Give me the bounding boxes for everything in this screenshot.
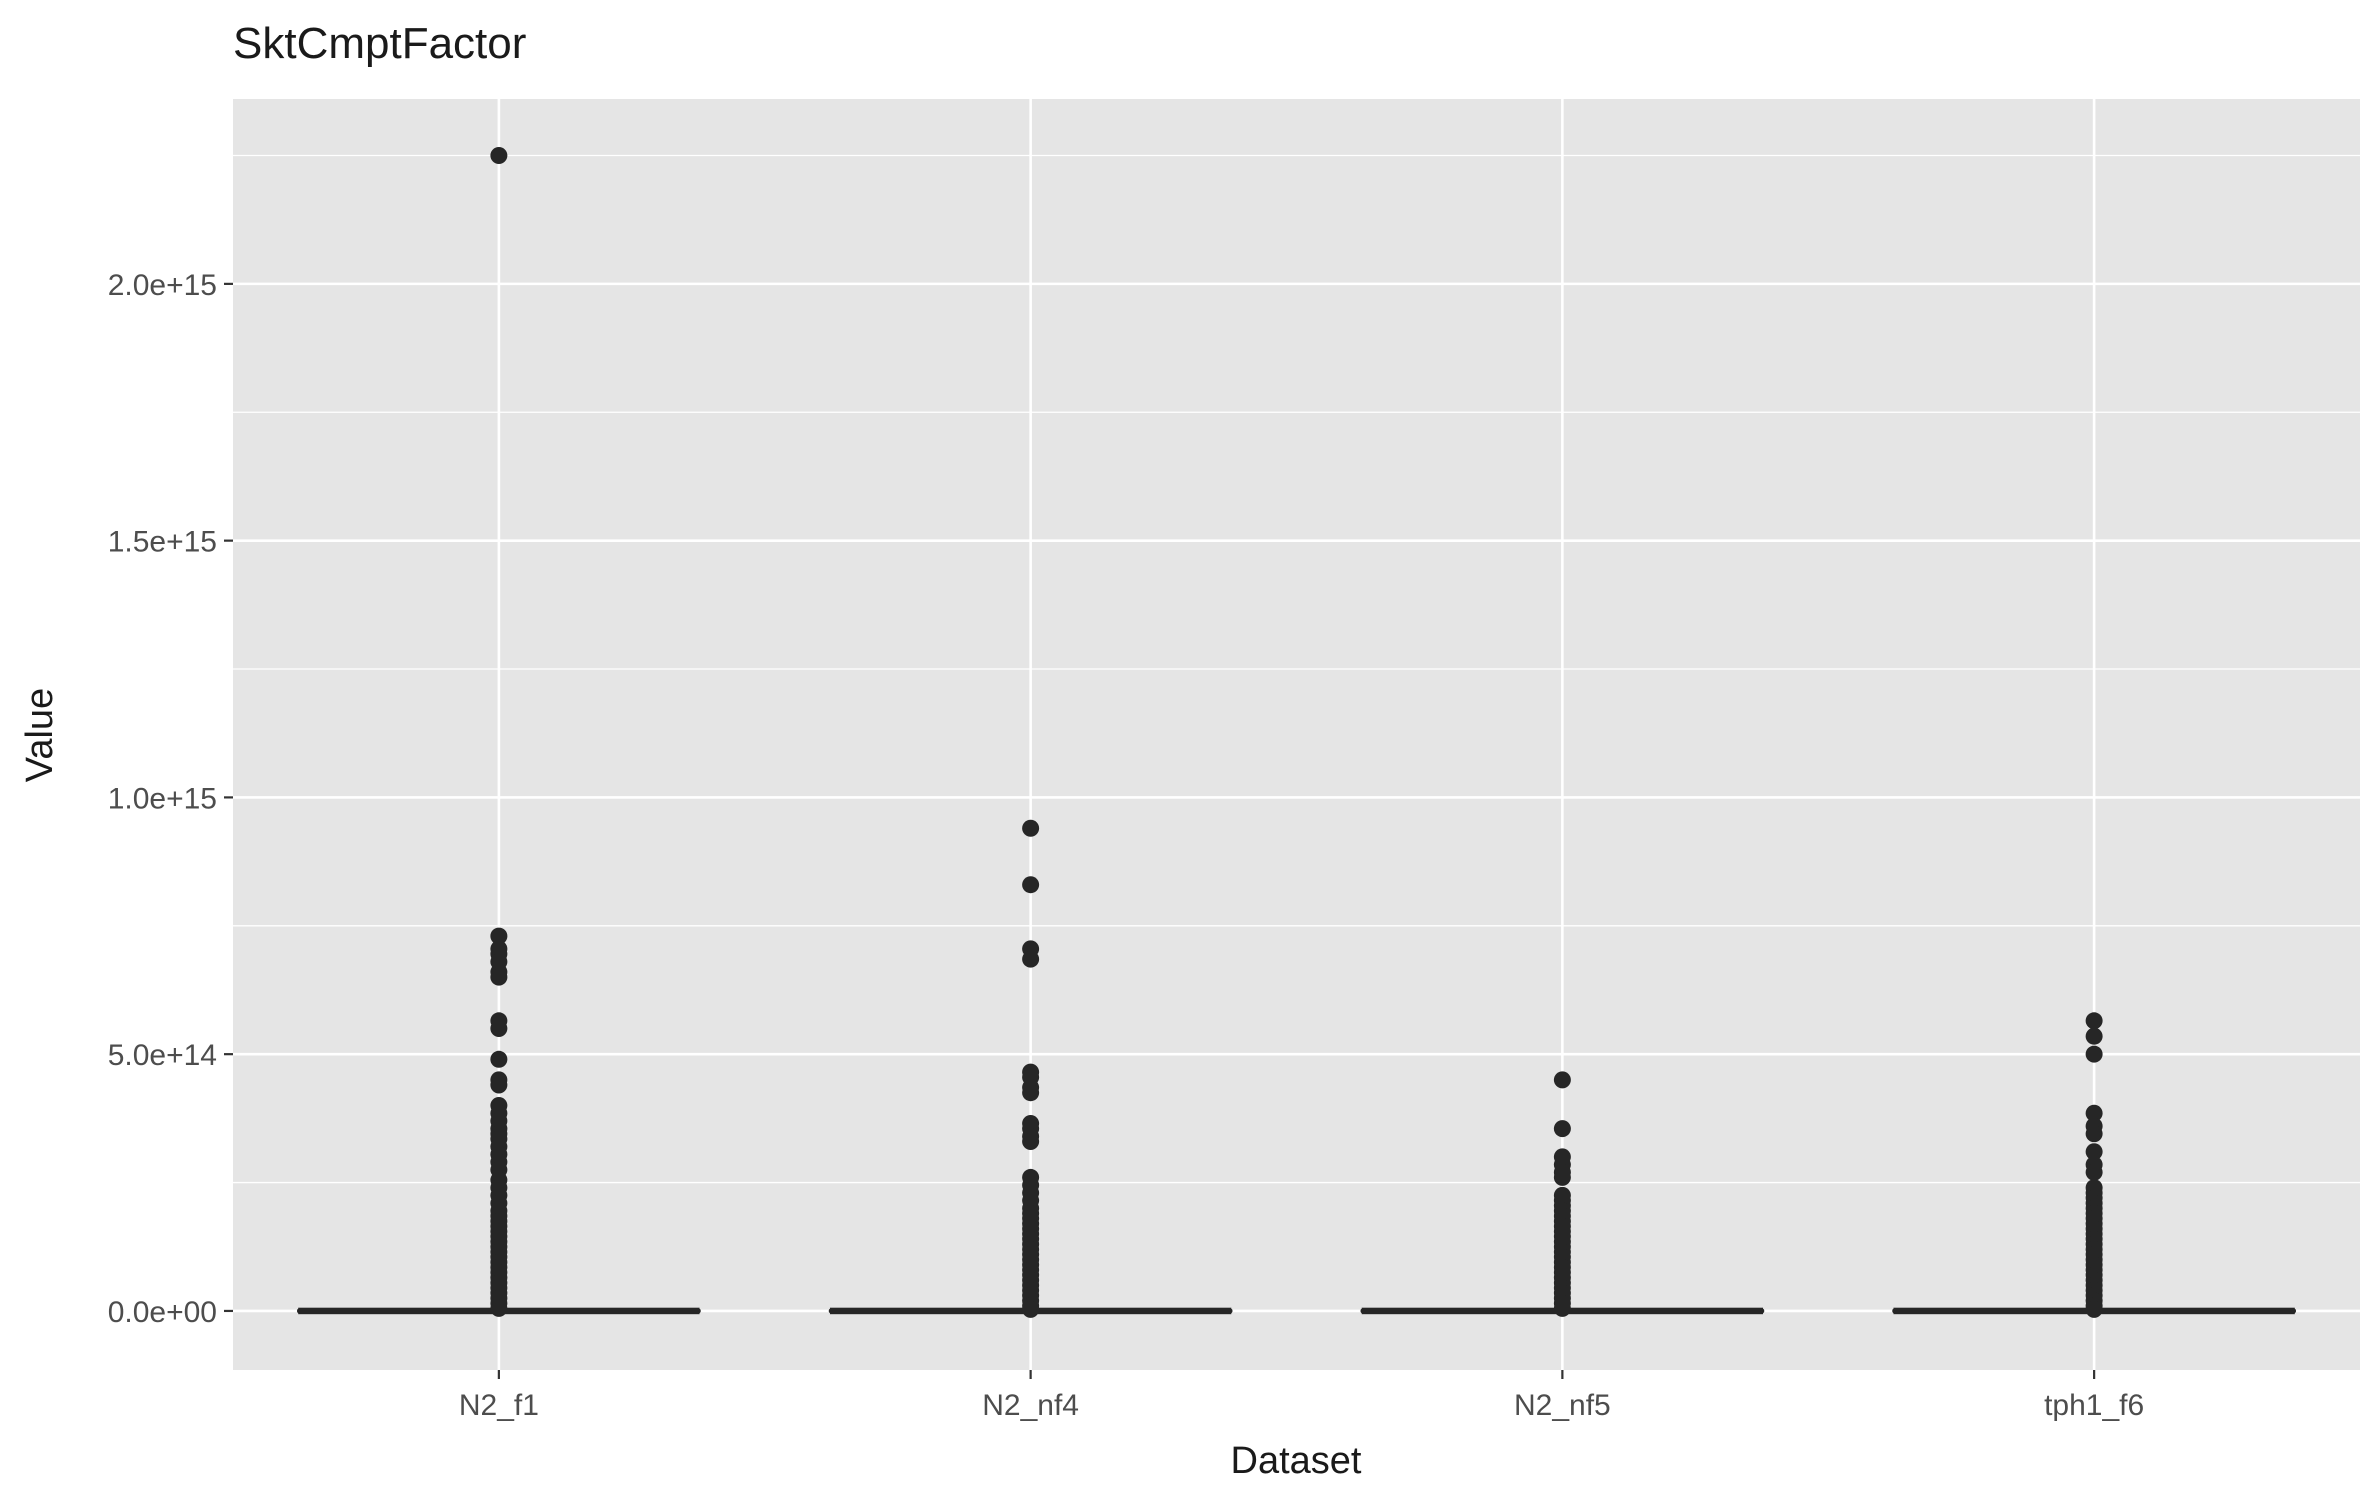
outlier-point xyxy=(1022,819,1040,837)
y-axis-label: Value xyxy=(19,688,61,782)
y-tick-label: 0.0e+00 xyxy=(108,1296,217,1329)
outlier-point xyxy=(2085,1143,2103,1161)
outlier-point xyxy=(2085,1163,2103,1181)
outlier-point xyxy=(2085,1300,2103,1318)
outlier-point xyxy=(1553,1168,1571,1186)
outlier-point xyxy=(490,146,508,164)
outlier-point xyxy=(1553,1071,1571,1089)
y-tick-label: 1.0e+15 xyxy=(108,782,217,815)
outlier-point xyxy=(490,1076,508,1094)
outlier-point xyxy=(2085,1104,2103,1122)
x-tick-label: N2_f1 xyxy=(459,1389,539,1422)
outlier-point xyxy=(490,1019,508,1037)
x-axis-label: Dataset xyxy=(1231,1440,1362,1482)
x-tick-label: N2_nf5 xyxy=(1514,1389,1611,1422)
chart-title: SktCmptFactor xyxy=(233,19,526,68)
outlier-point xyxy=(1553,1299,1571,1317)
y-tick-label: 2.0e+15 xyxy=(108,269,217,302)
outlier-point xyxy=(490,968,508,986)
outlier-point xyxy=(490,1050,508,1068)
x-tick-label: tph1_f6 xyxy=(2044,1389,2144,1422)
outlier-point xyxy=(2085,1027,2103,1045)
plot-panel xyxy=(233,99,2360,1370)
minor-gridlines xyxy=(233,154,2360,1184)
x-axis-ticks: N2_f1 N2_nf4 N2_nf5 tph1_f6 xyxy=(459,1370,2144,1422)
x-tick-label: N2_nf4 xyxy=(982,1389,1079,1422)
outlier-point xyxy=(490,1299,508,1317)
outlier-point xyxy=(1022,1300,1040,1318)
y-tick-label: 1.5e+15 xyxy=(108,526,217,559)
outlier-point xyxy=(1022,1084,1040,1102)
outlier-point xyxy=(1022,950,1040,968)
outlier-point xyxy=(1022,1132,1040,1150)
y-tick-label: 5.0e+14 xyxy=(108,1039,217,1072)
outlier-points xyxy=(490,146,2103,1318)
outlier-point xyxy=(490,927,508,945)
y-axis-ticks: 0.0e+00 5.0e+14 1.0e+15 1.5e+15 2.0e+15 xyxy=(108,269,233,1329)
outlier-point xyxy=(2085,1045,2103,1063)
outlier-point xyxy=(2085,1125,2103,1143)
outlier-point xyxy=(1553,1120,1571,1138)
outlier-point xyxy=(2085,1012,2103,1030)
outlier-point xyxy=(1022,876,1040,894)
